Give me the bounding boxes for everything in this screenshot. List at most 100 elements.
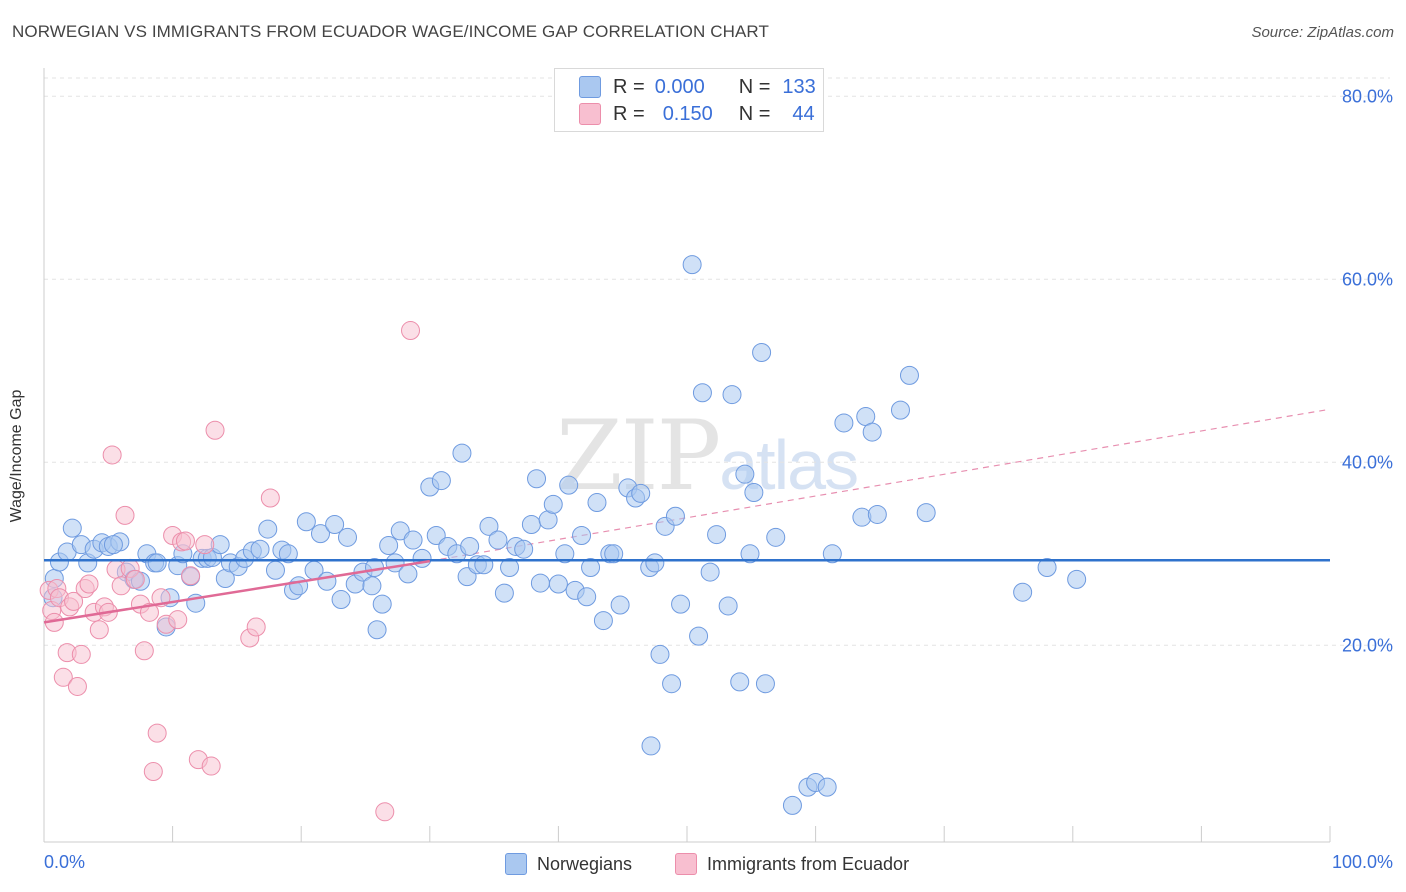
norwegian-point xyxy=(530,573,550,593)
norwegian-point xyxy=(581,558,601,578)
norwegian-point xyxy=(278,544,298,564)
ecuador-point xyxy=(401,321,421,341)
norwegian-point xyxy=(577,587,597,607)
norwegian-point xyxy=(735,464,755,484)
norwegian-point xyxy=(337,527,357,547)
norwegian-point xyxy=(593,611,613,631)
norwegian-point xyxy=(460,536,480,556)
norwegian-point xyxy=(689,626,709,646)
norwegian-point xyxy=(527,469,547,489)
norwegians-points xyxy=(43,255,1087,815)
norwegian-point xyxy=(718,596,738,616)
norwegian-point xyxy=(740,544,760,564)
norwegian-point xyxy=(103,535,123,555)
norwegian-point xyxy=(631,483,651,503)
legend-row-norwegians: R = 0.000 N = 133 xyxy=(579,75,816,99)
norwegian-point xyxy=(317,571,337,591)
norwegian-point xyxy=(1013,582,1033,602)
norwegian-point xyxy=(852,507,872,527)
norwegian-point xyxy=(782,795,802,815)
norwegian-point xyxy=(899,365,919,385)
norwegian-point xyxy=(817,777,837,797)
ecuador-point xyxy=(71,644,91,664)
norwegian-point xyxy=(367,620,387,640)
bottom-legend-swatch-pink xyxy=(675,853,697,875)
legend-swatch-pink xyxy=(579,103,601,125)
legend-swatch-blue xyxy=(579,76,601,98)
norwegian-point xyxy=(310,524,330,544)
bottom-legend-ecuador[interactable]: Immigrants from Ecuador xyxy=(675,852,909,876)
ecuador-point xyxy=(53,667,73,687)
norwegian-point xyxy=(707,525,727,545)
norwegian-point xyxy=(822,544,842,564)
norwegian-point xyxy=(559,475,579,495)
norwegian-point xyxy=(147,553,167,573)
norwegian-point xyxy=(325,515,345,535)
norwegian-point xyxy=(604,544,624,564)
tick-labels: 20.0% 40.0% 60.0% 80.0% 0.0% 100.0% xyxy=(44,86,1393,872)
norwegian-point xyxy=(662,674,682,694)
norwegian-point xyxy=(722,385,742,405)
legend-r-value-blue: 0.000 xyxy=(654,75,705,98)
norwegian-point xyxy=(890,400,910,420)
norwegian-point xyxy=(488,530,508,550)
norwegian-point xyxy=(572,525,592,545)
ecuador-point xyxy=(64,591,84,611)
norwegian-point xyxy=(700,562,720,582)
norwegian-point xyxy=(1037,558,1057,578)
norwegian-point xyxy=(265,560,285,580)
norwegian-point xyxy=(543,494,563,514)
norwegian-point xyxy=(62,518,82,538)
norwegian-point xyxy=(665,506,685,526)
ecuador-point xyxy=(102,445,122,465)
norwegian-point xyxy=(834,413,854,433)
legend-r-label: R = xyxy=(613,75,645,98)
norwegian-point xyxy=(398,564,418,584)
trend-lines xyxy=(43,558,1330,624)
legend-n-label: N = xyxy=(738,75,771,98)
y-axis-label: Wage/Income Gap xyxy=(8,389,25,523)
norwegian-point xyxy=(362,576,382,596)
norwegian-point xyxy=(372,594,392,614)
axes xyxy=(43,68,1331,843)
pink-trend-dashed xyxy=(429,408,1331,562)
ecuador-point xyxy=(181,566,201,586)
ecuador-trend-line xyxy=(43,559,430,624)
ecuador-point xyxy=(147,723,167,743)
norwegian-point xyxy=(479,516,499,536)
norwegian-point xyxy=(250,539,270,559)
ecuador-point xyxy=(246,617,266,637)
ecuador-point xyxy=(260,488,280,508)
norwegian-point xyxy=(755,674,775,694)
norwegian-point xyxy=(412,548,432,568)
norwegian-point xyxy=(862,422,882,442)
norwegian-point xyxy=(331,590,351,610)
bottom-legend-norwegians[interactable]: Norwegians xyxy=(505,852,632,876)
x-tick-label-max: 100.0% xyxy=(1332,852,1393,872)
bottom-legend-label-pink: Immigrants from Ecuador xyxy=(707,853,910,874)
norwegian-point xyxy=(403,530,423,550)
norwegian-point xyxy=(390,521,410,541)
norwegian-point xyxy=(296,512,316,532)
y-tick-label: 20.0% xyxy=(1342,635,1393,655)
legend-n-value-blue: 133 xyxy=(782,75,816,98)
source-label: Source: ZipAtlas.com xyxy=(1251,24,1394,41)
ecuador-point xyxy=(115,505,135,525)
norwegian-point xyxy=(766,527,786,547)
norwegian-point xyxy=(555,544,575,564)
norwegian-point xyxy=(610,595,630,615)
ecuador-point xyxy=(195,535,215,555)
ecuador-point xyxy=(205,420,225,440)
stats-legend: R = 0.000 N = 133 R = 0.150 N = 44 xyxy=(554,68,824,132)
ecuador-point xyxy=(125,569,145,589)
norwegian-point xyxy=(645,553,665,573)
norwegian-point xyxy=(548,574,568,594)
legend-r-label: R = xyxy=(613,102,645,125)
ecuador-point xyxy=(89,620,109,640)
norwegian-point xyxy=(916,503,936,523)
ecuador-point xyxy=(67,676,87,696)
norwegian-point xyxy=(692,383,712,403)
legend-row-ecuador: R = 0.150 N = 44 xyxy=(579,102,815,126)
norwegian-point xyxy=(671,594,691,614)
